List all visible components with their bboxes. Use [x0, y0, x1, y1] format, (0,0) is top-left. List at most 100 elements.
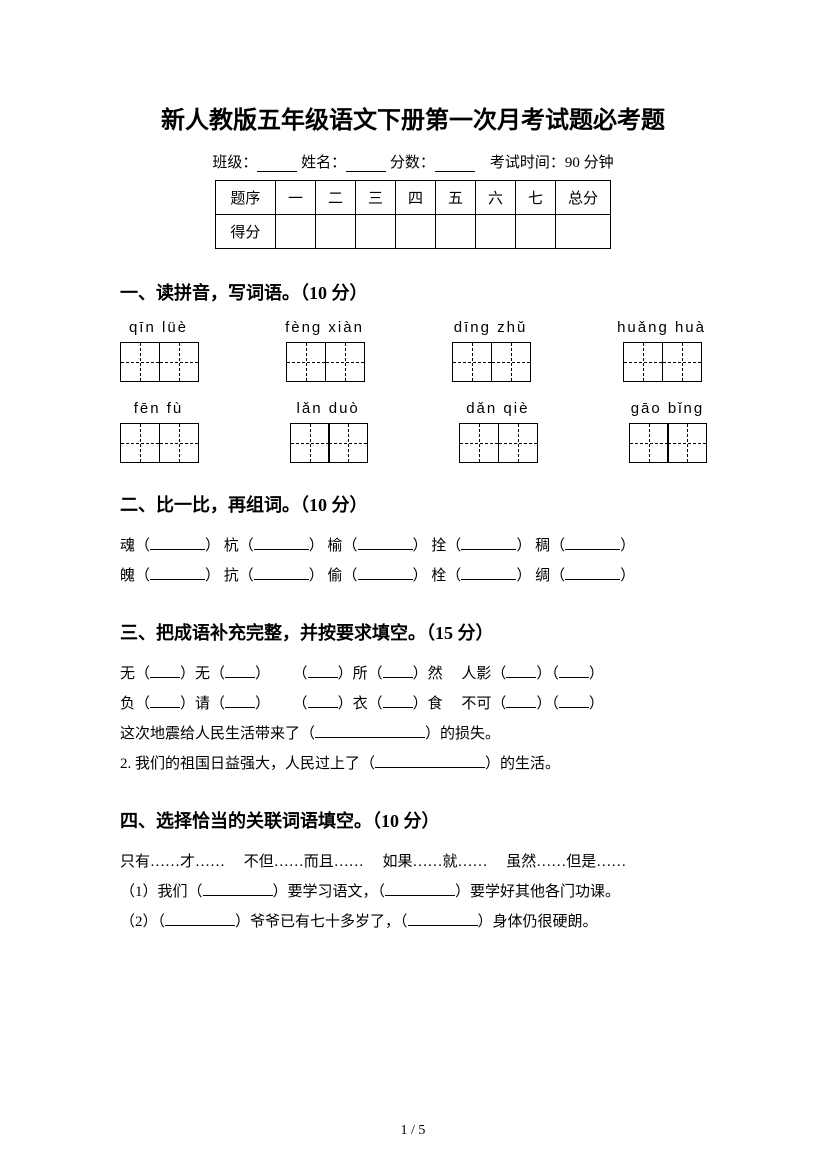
blank[interactable]	[559, 663, 589, 678]
text: ）	[255, 696, 270, 712]
blank[interactable]	[565, 565, 620, 580]
char-box-group[interactable]	[120, 423, 197, 463]
text: ）	[255, 666, 270, 682]
blank[interactable]	[150, 663, 180, 678]
blank[interactable]	[385, 881, 455, 896]
class-blank[interactable]	[257, 156, 297, 172]
text: ）衣（	[338, 696, 383, 712]
pinyin-label: dīng zhǔ	[454, 319, 528, 336]
char-box-group[interactable]	[452, 342, 529, 382]
section3-line2: 负（）请（） （）衣（）食 不可（）（）	[120, 689, 706, 719]
pinyin-item: lǎn duò	[290, 400, 367, 463]
char-box-group[interactable]	[623, 342, 700, 382]
blank[interactable]	[308, 693, 338, 708]
pinyin-item: fēn fù	[120, 400, 197, 463]
text: 这次地震给人民生活带来了（	[120, 726, 315, 742]
pinyin-label: huǎng huà	[617, 319, 706, 336]
pinyin-item: dǎn qiè	[459, 400, 536, 463]
text: ） 稠（	[516, 538, 565, 554]
section4-options: 只有……才…… 不但……而且…… 如果……就…… 虽然……但是……	[120, 847, 706, 877]
blank[interactable]	[506, 693, 536, 708]
text: ） 拴（	[413, 538, 462, 554]
score-cell[interactable]	[315, 215, 355, 249]
text: ）	[589, 666, 604, 682]
student-info-line: 班级： 姓名： 分数： 考试时间：90 分钟	[120, 151, 706, 172]
blank[interactable]	[150, 565, 205, 580]
blank[interactable]	[358, 535, 413, 550]
score-cell[interactable]	[436, 215, 476, 249]
text: 魂（	[120, 538, 150, 554]
section4-heading: 四、选择恰当的关联词语填空。（10 分）	[120, 807, 706, 833]
blank[interactable]	[565, 535, 620, 550]
text: （	[293, 666, 308, 682]
header-cell: 题序	[215, 181, 275, 215]
text: ）的损失。	[425, 726, 500, 742]
blank[interactable]	[225, 663, 255, 678]
blank[interactable]	[559, 693, 589, 708]
header-cell: 二	[315, 181, 355, 215]
section3-sentence1: 这次地震给人民生活带来了（ ）的损失。	[120, 719, 706, 749]
blank[interactable]	[461, 565, 516, 580]
section2-line2: 魄（） 抗（） 偷（） 栓（） 绸（）	[120, 561, 706, 591]
score-cell[interactable]	[556, 215, 611, 249]
text: ）（	[536, 666, 559, 682]
text: ） 杭（	[205, 538, 254, 554]
text: 不可（	[461, 696, 506, 712]
pinyin-label: gāo bǐng	[631, 400, 705, 417]
blank[interactable]	[461, 535, 516, 550]
text: ）	[589, 696, 604, 712]
blank[interactable]	[383, 663, 413, 678]
blank[interactable]	[254, 535, 309, 550]
blank[interactable]	[225, 693, 255, 708]
pinyin-label: lǎn duò	[297, 400, 360, 417]
text: ）	[620, 568, 635, 584]
text: （	[293, 696, 308, 712]
blank[interactable]	[254, 565, 309, 580]
text: ）食	[413, 696, 443, 712]
text: ）请（	[180, 696, 225, 712]
blank[interactable]	[203, 881, 273, 896]
score-cell[interactable]	[355, 215, 395, 249]
blank[interactable]	[315, 723, 425, 738]
char-box-group[interactable]	[290, 423, 367, 463]
score-blank[interactable]	[435, 156, 475, 172]
exam-time-label: 考试时间：90 分钟	[490, 155, 614, 171]
blank[interactable]	[506, 663, 536, 678]
score-cell[interactable]	[275, 215, 315, 249]
blank[interactable]	[358, 565, 413, 580]
score-value-row: 得分	[215, 215, 610, 249]
blank[interactable]	[150, 693, 180, 708]
pinyin-row-2: fēn fù lǎn duò dǎn qiè gāo bǐng	[120, 400, 706, 463]
score-cell[interactable]	[516, 215, 556, 249]
blank[interactable]	[308, 663, 338, 678]
text: ） 绸（	[516, 568, 565, 584]
name-blank[interactable]	[346, 156, 386, 172]
score-cell[interactable]	[395, 215, 435, 249]
page-number: 1 / 5	[0, 1123, 826, 1139]
char-box-group[interactable]	[286, 342, 363, 382]
pinyin-item: dīng zhǔ	[452, 319, 529, 382]
blank[interactable]	[165, 911, 235, 926]
char-box-group[interactable]	[629, 423, 706, 463]
section4-q2: （2）（）爷爷已有七十多岁了，（）身体仍很硬朗。	[120, 907, 706, 937]
text: 负（	[120, 696, 150, 712]
text: 无（	[120, 666, 150, 682]
section3-heading: 三、把成语补充完整，并按要求填空。（15 分）	[120, 619, 706, 645]
score-cell[interactable]	[476, 215, 516, 249]
text: （1）我们（	[120, 884, 203, 900]
blank[interactable]	[150, 535, 205, 550]
text: ）爷爷已有七十多岁了，（	[235, 914, 408, 930]
text: ）要学好其他各门功课。	[455, 884, 620, 900]
char-box-group[interactable]	[120, 342, 197, 382]
text: 2. 我们的祖国日益强大，人民过上了（	[120, 756, 375, 772]
score-header-row: 题序 一 二 三 四 五 六 七 总分	[215, 181, 610, 215]
blank[interactable]	[375, 753, 485, 768]
page-title: 新人教版五年级语文下册第一次月考试题必考题	[120, 100, 706, 135]
pinyin-item: huǎng huà	[617, 319, 706, 382]
char-box-group[interactable]	[459, 423, 536, 463]
blank[interactable]	[408, 911, 478, 926]
blank[interactable]	[383, 693, 413, 708]
pinyin-row-1: qīn lüè fèng xiàn dīng zhǔ huǎng huà	[120, 319, 706, 382]
text: 魄（	[120, 568, 150, 584]
section3-sentence2: 2. 我们的祖国日益强大，人民过上了（）的生活。	[120, 749, 706, 779]
